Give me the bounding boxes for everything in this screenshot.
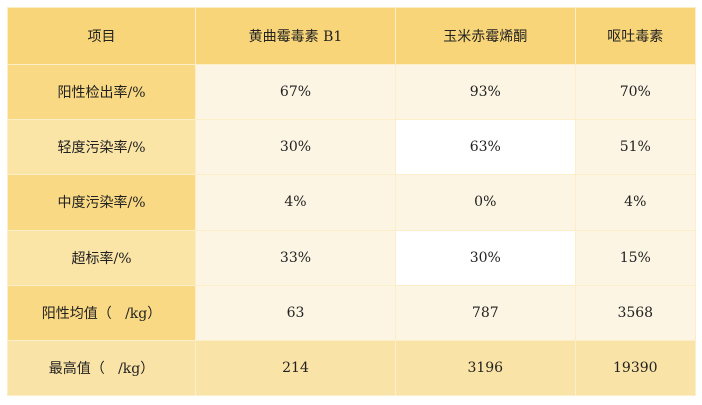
table-cell: 33% <box>195 229 396 286</box>
row-label: 最高值（ /kg） <box>7 339 196 397</box>
table-row: 中度污染率/% 4% 0% 4% <box>7 174 697 231</box>
table-cell: 93% <box>394 64 576 121</box>
table-cell: 70% <box>574 64 697 121</box>
table-cell: 3568 <box>574 284 697 341</box>
table-cell: 0% <box>394 174 576 231</box>
header-row: 项目 黄曲霉毒素 B1 玉米赤霉烯酮 呕吐毒素 <box>7 6 697 66</box>
table-cell: 15% <box>574 229 697 286</box>
table-row: 超标率/% 33% 30% 15% <box>7 229 697 286</box>
table-cell: 4% <box>574 174 697 231</box>
header-don: 呕吐毒素 <box>574 6 697 66</box>
table-row: 轻度污染率/% 30% 63% 51% <box>7 119 697 176</box>
table-cell: 30% <box>394 229 576 286</box>
table-cell: 67% <box>195 64 396 121</box>
table-cell: 3196 <box>394 339 576 397</box>
row-label: 阳性检出率/% <box>7 64 196 121</box>
table-cell: 19390 <box>574 339 697 397</box>
row-label: 轻度污染率/% <box>7 119 196 176</box>
table-cell: 63 <box>195 284 396 341</box>
header-item: 项目 <box>7 6 196 66</box>
row-label: 超标率/% <box>7 229 196 286</box>
header-zen: 玉米赤霉烯酮 <box>394 6 576 66</box>
table-cell: 51% <box>574 119 697 176</box>
table-cell: 787 <box>394 284 576 341</box>
table-cell: 30% <box>195 119 396 176</box>
row-label: 中度污染率/% <box>7 174 196 231</box>
table-cell: 4% <box>195 174 396 231</box>
table-row: 最高值（ /kg） 214 3196 19390 <box>7 339 697 397</box>
table-row: 阳性均值（ /kg） 63 787 3568 <box>7 284 697 341</box>
table-cell: 63% <box>394 119 576 176</box>
header-afb1: 黄曲霉毒素 B1 <box>195 6 396 66</box>
mycotoxin-table: 项目 黄曲霉毒素 B1 玉米赤霉烯酮 呕吐毒素 阳性检出率/% 67% 93% … <box>7 6 697 397</box>
row-label: 阳性均值（ /kg） <box>7 284 196 341</box>
table-cell: 214 <box>195 339 396 397</box>
table-row: 阳性检出率/% 67% 93% 70% <box>7 64 697 121</box>
